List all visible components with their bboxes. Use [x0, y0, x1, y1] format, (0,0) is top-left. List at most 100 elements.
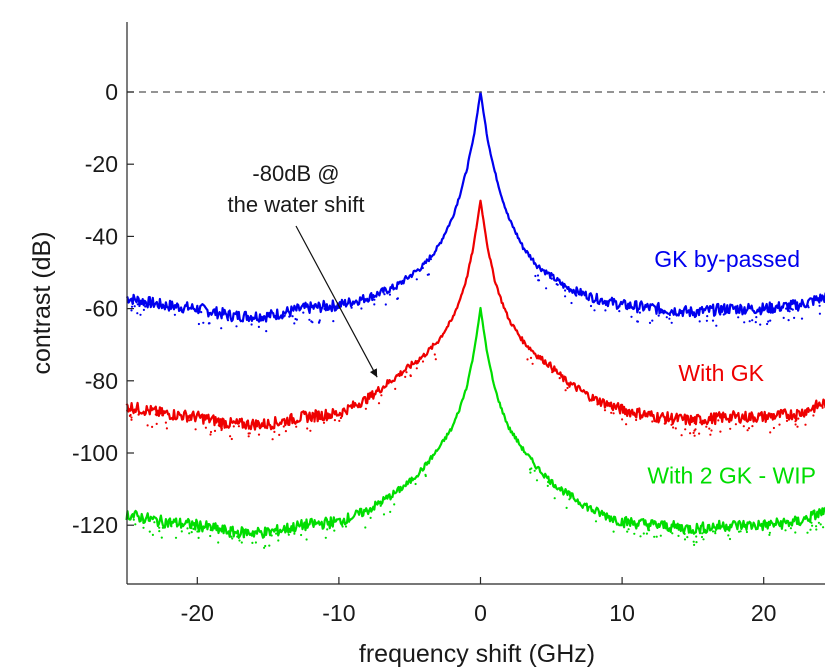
series-point: [807, 410, 810, 413]
series-point: [717, 419, 720, 422]
series-point: [151, 425, 154, 428]
series-point: [235, 325, 238, 328]
series-point: [674, 427, 677, 430]
series-point: [153, 521, 156, 524]
series-point: [625, 423, 628, 426]
series-point: [282, 425, 285, 428]
y-axis-label: contrast (dB): [28, 231, 56, 374]
series-point: [806, 531, 809, 534]
series-point: [686, 536, 689, 539]
series-point: [684, 428, 687, 431]
series-point: [671, 532, 674, 535]
series-point: [207, 322, 210, 325]
series-point: [797, 417, 800, 420]
series-point: [245, 425, 248, 428]
series-point: [759, 323, 762, 326]
series-point: [722, 313, 725, 316]
series-point: [769, 319, 772, 322]
series-point: [659, 311, 662, 314]
series-point: [745, 530, 749, 534]
series-point: [305, 538, 308, 541]
series-point: [714, 532, 717, 535]
series-point: [393, 503, 396, 506]
y-tick-label: -20: [85, 151, 118, 177]
series-point: [389, 510, 392, 513]
series-point: [729, 427, 732, 430]
series-point: [610, 411, 613, 414]
series-point: [165, 427, 168, 430]
series-point: [793, 316, 796, 319]
series-point: [229, 435, 232, 438]
series-point: [302, 311, 305, 314]
series-point: [275, 532, 278, 535]
series-point: [658, 419, 661, 422]
series-point: [287, 533, 290, 536]
series-point: [230, 535, 233, 538]
series-point: [383, 293, 386, 296]
series-point: [683, 532, 686, 536]
series-point: [659, 534, 662, 537]
series-point: [188, 419, 191, 422]
series-point: [180, 530, 183, 533]
series-point: [405, 371, 408, 374]
series-point: [575, 294, 578, 297]
series-point: [692, 540, 695, 543]
series-point: [638, 311, 642, 314]
annotation-text: the water shift: [228, 192, 365, 217]
series-point: [709, 433, 712, 436]
series-point: [257, 433, 261, 436]
series-point: [815, 525, 818, 528]
series-point: [247, 432, 250, 435]
series-point: [164, 421, 167, 424]
series-point: [680, 434, 683, 437]
series-point: [714, 530, 717, 533]
series-point: [339, 416, 342, 420]
series-point: [373, 298, 376, 301]
series-point: [711, 319, 715, 322]
series-point: [639, 535, 642, 538]
series-point: [791, 308, 794, 311]
series-point: [754, 321, 757, 324]
series-point: [628, 412, 631, 416]
series-point: [155, 422, 158, 425]
series-point: [220, 428, 223, 432]
series-point: [727, 526, 730, 529]
series-point: [338, 419, 341, 422]
series-point: [675, 313, 678, 316]
series-point: [546, 484, 549, 487]
x-tick-label: 0: [474, 600, 487, 626]
y-tick-label: 0: [105, 79, 118, 105]
series-point: [364, 407, 367, 410]
series-point: [545, 287, 548, 290]
series-point: [537, 279, 541, 282]
x-tick-label: -10: [322, 600, 355, 626]
series-point: [142, 526, 145, 529]
series-point: [146, 424, 149, 427]
series-point: [594, 520, 598, 523]
series-point: [751, 425, 754, 428]
series-point: [701, 532, 704, 535]
series-line: [125, 306, 825, 539]
series-point: [642, 532, 645, 535]
series-point: [231, 537, 234, 540]
series-point: [350, 306, 353, 309]
series-point: [236, 535, 239, 538]
annotation-text: -80dB @: [252, 161, 339, 186]
series-point: [683, 538, 687, 541]
series-point: [702, 538, 705, 541]
series-point: [706, 315, 709, 318]
series-point: [695, 535, 698, 538]
series-point: [133, 305, 136, 308]
series-point: [427, 273, 430, 276]
series-point: [529, 471, 532, 474]
series-point: [705, 425, 708, 428]
series-point: [822, 526, 825, 529]
tick-layer: -20 -10 0 10 200-20-40-60-80-100-120: [72, 79, 777, 626]
series-point: [218, 425, 221, 428]
annotation-layer: -80dB @ the water shift: [228, 161, 378, 378]
y-tick-label: -80: [85, 368, 118, 394]
series-point: [421, 266, 424, 270]
series-point: [323, 307, 326, 310]
series-point: [769, 431, 772, 434]
series-point: [550, 277, 553, 280]
